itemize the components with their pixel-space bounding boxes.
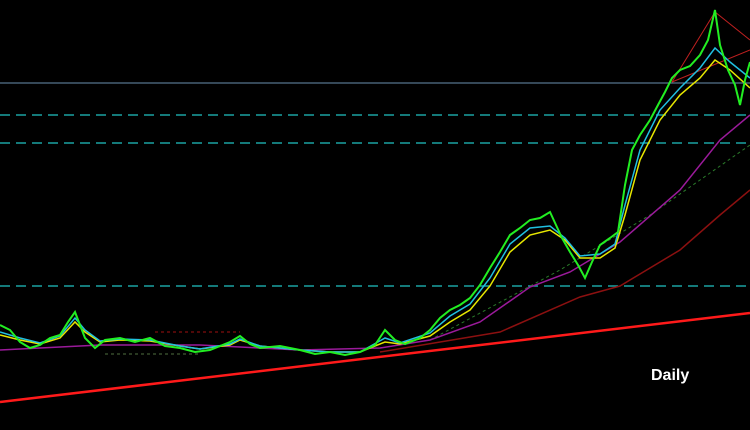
timeframe-label: Daily (651, 367, 689, 384)
moving-average-slow (379, 189, 750, 353)
moving-average-mid (0, 114, 750, 351)
price-series (0, 9, 750, 357)
wedge-line (671, 49, 750, 83)
trend-line (0, 311, 750, 404)
